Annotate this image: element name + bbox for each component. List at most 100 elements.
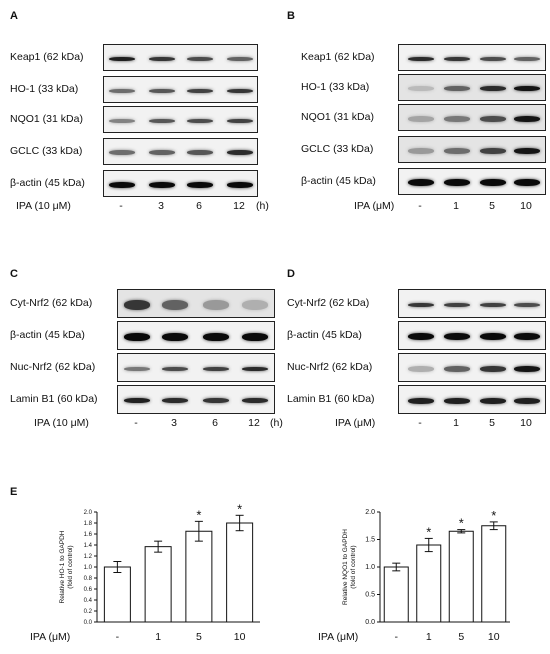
protein-band [444, 397, 470, 404]
protein-band [242, 398, 268, 403]
lane-label: 12 [233, 200, 245, 212]
protein-band [514, 147, 540, 154]
blot-row-label: GCLC (33 kDa) [301, 142, 374, 155]
blot-strip [117, 353, 275, 382]
x-axis-title: IPA (μM) [30, 631, 70, 643]
lane-label: 5 [489, 200, 495, 212]
blot-strip [398, 136, 546, 163]
protein-band [480, 365, 506, 372]
blot-row-label: β-actin (45 kDa) [287, 328, 362, 341]
lane-label: - [418, 200, 422, 212]
protein-band [408, 397, 434, 404]
protein-band [408, 302, 434, 307]
x-tick-label: 10 [234, 631, 246, 643]
protein-band [480, 302, 506, 307]
blot-strip [117, 385, 275, 414]
protein-band [187, 56, 213, 61]
protein-band [480, 86, 506, 91]
protein-band [162, 398, 188, 403]
protein-band [227, 56, 253, 61]
protein-band [149, 88, 175, 93]
panel-label: A [10, 10, 18, 22]
blot-row-label: β-actin (45 kDa) [301, 174, 376, 187]
protein-band [242, 299, 268, 310]
treatment-label: IPA (10 μM) [16, 200, 71, 212]
unit-label: (h) [256, 200, 269, 212]
lane-label: 6 [196, 200, 202, 212]
blot-strip [103, 106, 258, 133]
y-tick-label: 2.0 [365, 509, 375, 516]
protein-band [480, 333, 506, 340]
x-tick-label: 1 [426, 631, 432, 643]
protein-band [444, 302, 470, 307]
protein-band [187, 118, 213, 123]
panel-label: E [10, 486, 18, 498]
protein-band [444, 365, 470, 372]
blot-row-label: Nuc-Nrf2 (62 kDa) [287, 360, 373, 373]
protein-band [124, 398, 150, 403]
protein-band [408, 56, 434, 61]
significance-mark: * [196, 507, 201, 522]
blot-strip [398, 353, 546, 382]
lane-label: 6 [212, 417, 218, 429]
blot-strip [117, 321, 275, 350]
protein-band [124, 366, 150, 371]
blot-row-label: Lamin B1 (60 kDa) [287, 392, 375, 405]
protein-band [149, 118, 175, 123]
y-tick-label: 0.0 [84, 620, 93, 626]
y-tick-label: 0.6 [84, 587, 93, 593]
x-tick-label: 5 [196, 631, 202, 643]
bar [448, 530, 474, 623]
protein-band [514, 333, 540, 340]
x-tick-label: 1 [155, 631, 161, 643]
x-tick-label: - [395, 631, 399, 643]
protein-band [408, 179, 434, 186]
bar [185, 530, 213, 623]
lane-label: 10 [520, 200, 532, 212]
blot-strip [398, 289, 546, 318]
blot-strip [117, 289, 275, 318]
protein-band [109, 181, 135, 188]
treatment-label: IPA (μM) [354, 200, 395, 212]
blot-strip [398, 168, 546, 195]
treatment-label: IPA (10 μM) [34, 417, 89, 429]
lane-label: 1 [453, 417, 459, 429]
protein-band [124, 299, 150, 310]
blot-row-label: Nuc-Nrf2 (62 kDa) [10, 360, 96, 373]
blot-strip [103, 76, 258, 103]
protein-band [514, 86, 540, 91]
protein-band [408, 115, 434, 122]
y-tick-label: 0.8 [84, 576, 93, 582]
y-axis-title: Relative HO-1 to GAPDH [59, 530, 66, 603]
panel-label: B [287, 10, 295, 22]
y-tick-label: 2.0 [84, 510, 93, 516]
y-tick-label: 0.4 [84, 598, 93, 604]
bar [103, 566, 131, 623]
protein-band [187, 181, 213, 188]
blot-row-label: Keap1 (62 kDa) [10, 50, 84, 63]
bar [481, 525, 507, 623]
blot-row-label: NQO1 (31 kDa) [10, 112, 83, 125]
y-tick-label: 1.0 [84, 565, 93, 571]
blot-strip [398, 44, 546, 71]
lane-label: 12 [248, 417, 260, 429]
protein-band [514, 397, 540, 404]
protein-band [480, 179, 506, 186]
blot-row-label: HO-1 (33 kDa) [301, 80, 370, 93]
lane-label: 5 [489, 417, 495, 429]
protein-band [227, 181, 253, 188]
blot-row-label: Keap1 (62 kDa) [301, 50, 375, 63]
protein-band [203, 299, 229, 310]
significance-mark: * [426, 524, 431, 539]
protein-band [149, 56, 175, 61]
protein-band [408, 365, 434, 372]
blot-row-label: Cyt-Nrf2 (62 kDa) [287, 296, 370, 309]
protein-band [480, 397, 506, 404]
significance-mark: * [237, 501, 242, 516]
protein-band [162, 299, 188, 310]
y-tick-label: 1.2 [84, 554, 93, 560]
lane-label: 10 [520, 417, 532, 429]
protein-band [480, 147, 506, 154]
protein-band [242, 366, 268, 371]
protein-band [187, 150, 213, 155]
